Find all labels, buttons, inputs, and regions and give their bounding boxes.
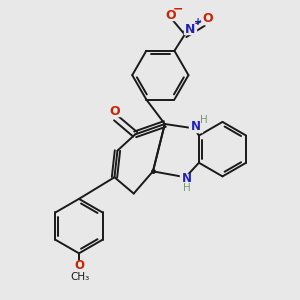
Bar (184, 25, 196, 34)
Text: O: O (74, 259, 84, 272)
Text: −: − (173, 3, 184, 16)
Text: H: H (182, 183, 190, 193)
Text: +: + (194, 17, 202, 27)
Bar (108, 107, 121, 116)
Text: N: N (182, 172, 192, 185)
Text: N: N (190, 120, 201, 134)
Bar (73, 261, 85, 271)
Text: CH₃: CH₃ (71, 272, 90, 282)
Bar (181, 174, 193, 184)
Text: O: O (166, 9, 176, 22)
Text: N: N (185, 23, 195, 36)
Text: O: O (109, 105, 120, 118)
Bar (201, 14, 214, 24)
Bar (165, 11, 177, 20)
Text: H: H (200, 116, 208, 125)
Text: O: O (202, 12, 213, 25)
Bar (189, 122, 202, 132)
